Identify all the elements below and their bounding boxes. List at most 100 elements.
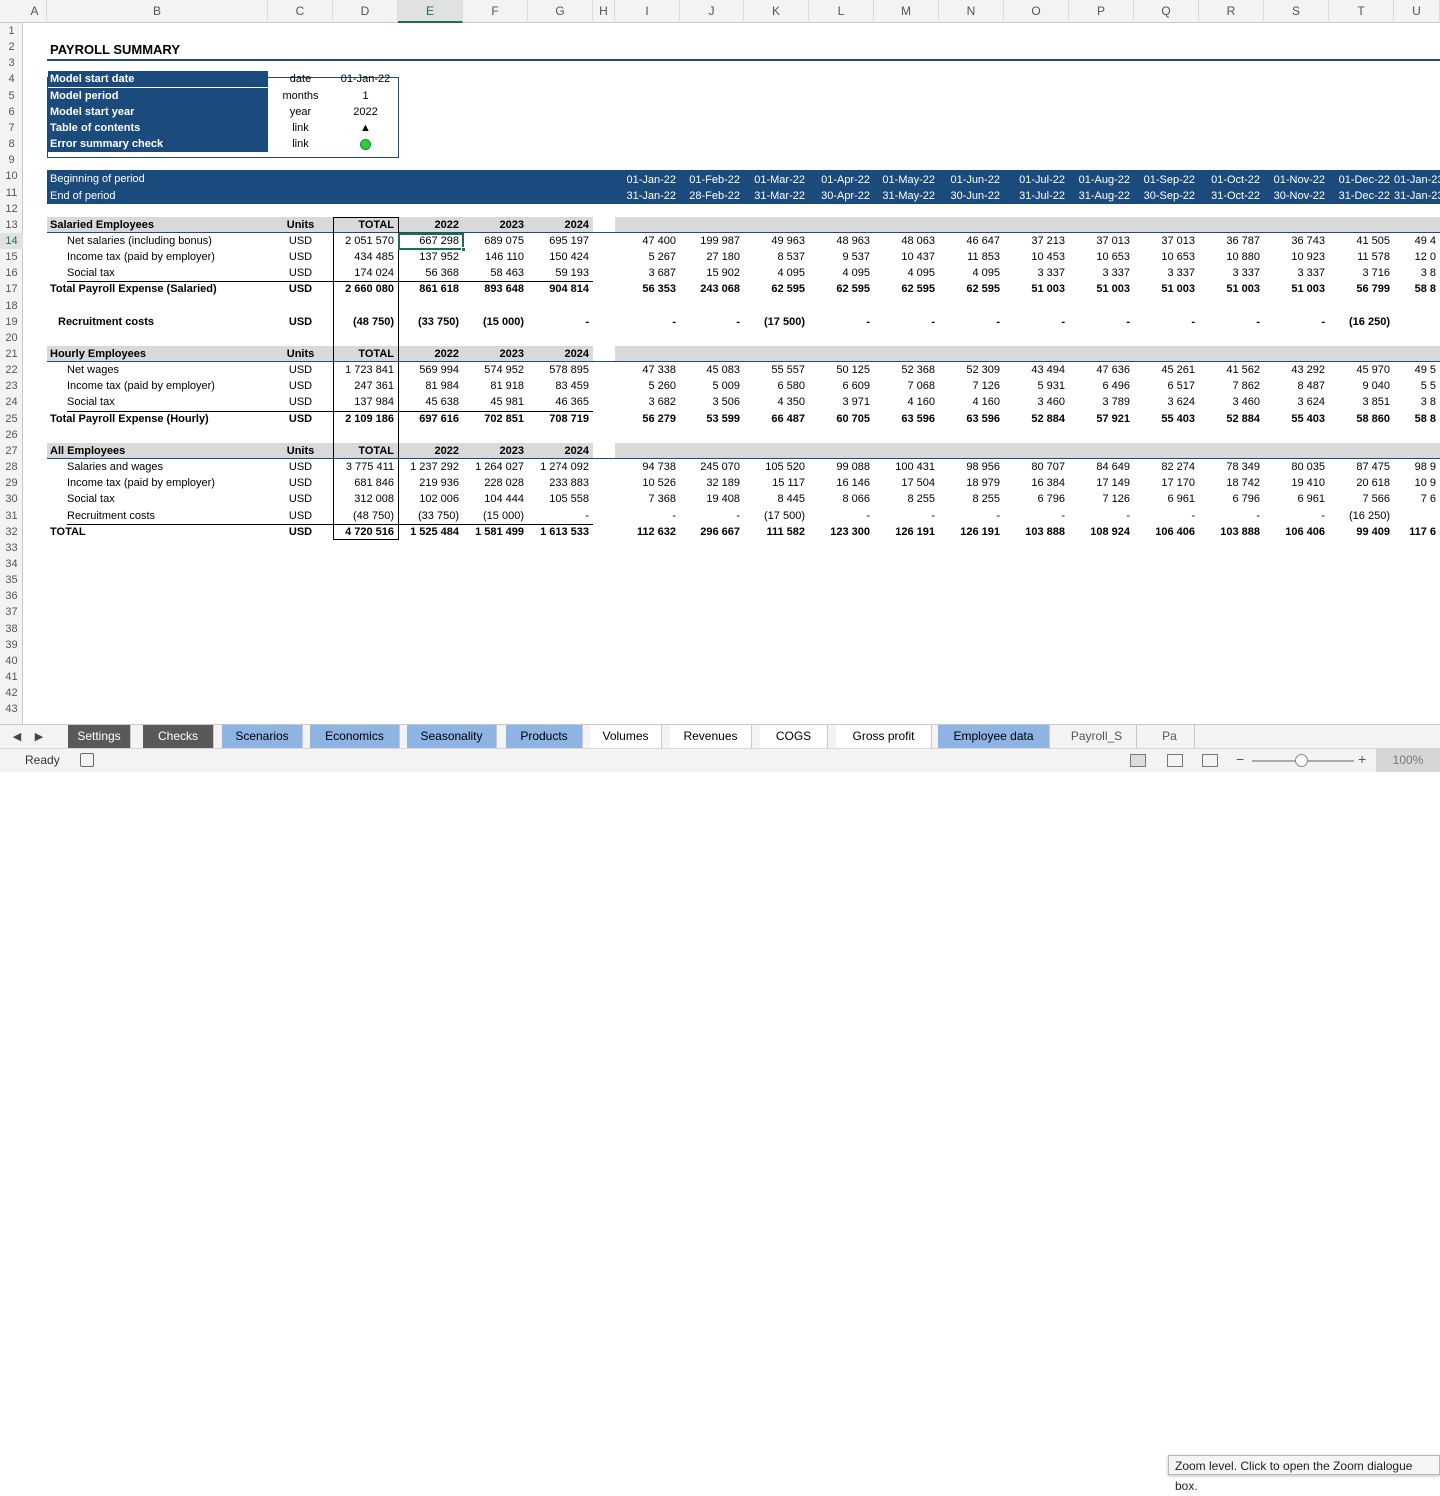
year-cell[interactable]: 219 936	[419, 477, 459, 490]
units-cell[interactable]: USD	[288, 412, 313, 425]
macro-record-icon[interactable]	[80, 753, 94, 767]
month-cell[interactable]: 49 4	[1414, 234, 1436, 247]
total-cell[interactable]: (48 750)	[353, 315, 394, 328]
month-cell[interactable]: 3 687	[648, 267, 676, 280]
month-cell[interactable]: (17 500)	[764, 509, 805, 522]
year-cell[interactable]: (15 000)	[483, 509, 524, 522]
year-cell[interactable]: (33 750)	[418, 509, 459, 522]
tab-revenues[interactable]: Revenues	[670, 725, 752, 748]
month-cell[interactable]: 123 300	[830, 525, 870, 538]
month-cell[interactable]: 8 487	[1297, 380, 1325, 393]
zoom-slider-handle[interactable]	[1295, 754, 1308, 767]
month-cell[interactable]: 3 460	[1232, 396, 1260, 409]
month-cell[interactable]: 41 562	[1226, 364, 1260, 377]
row-header-19[interactable]: 19	[5, 315, 18, 328]
month-cell[interactable]: 52 368	[901, 364, 935, 377]
month-cell[interactable]: 112 632	[636, 525, 676, 538]
total-cell[interactable]: 247 361	[354, 380, 394, 393]
column-header-t[interactable]: T	[1329, 0, 1394, 23]
year-cell[interactable]: (15 000)	[483, 315, 524, 328]
total-cell[interactable]: 312 008	[354, 493, 394, 506]
month-cell[interactable]: 4 160	[907, 396, 935, 409]
cell-grid[interactable]: PAYROLL SUMMARY Model start date date 01-J…	[23, 23, 1440, 724]
tab-pa[interactable]: Pa	[1145, 725, 1195, 748]
month-cell[interactable]: 62 595	[771, 283, 805, 296]
month-cell[interactable]: 18 742	[1226, 477, 1260, 490]
month-cell[interactable]: 3 337	[1297, 267, 1325, 280]
month-cell[interactable]: 16 146	[836, 477, 870, 490]
month-cell[interactable]: -	[736, 315, 740, 328]
month-cell[interactable]: 6 796	[1232, 493, 1260, 506]
month-cell[interactable]: 51 003	[1291, 283, 1325, 296]
month-cell[interactable]: 56 353	[642, 283, 676, 296]
row-header-34[interactable]: 34	[5, 557, 18, 570]
month-cell[interactable]: 47 400	[642, 234, 676, 247]
month-cell[interactable]: 4 160	[972, 396, 1000, 409]
month-cell[interactable]: 6 496	[1102, 380, 1130, 393]
month-cell[interactable]: 58 8	[1414, 412, 1436, 425]
row-header-11[interactable]: 11	[5, 186, 18, 199]
zoom-in-icon[interactable]: +	[1358, 751, 1367, 767]
year-cell[interactable]: 137 952	[419, 251, 459, 264]
tab-employee-data[interactable]: Employee data	[938, 725, 1050, 748]
row-header-2[interactable]: 2	[8, 41, 15, 54]
month-cell[interactable]: 3 337	[1102, 267, 1130, 280]
units-cell[interactable]: USD	[288, 396, 313, 409]
month-cell[interactable]: 6 609	[842, 380, 870, 393]
total-cell[interactable]: 137 984	[354, 396, 394, 409]
month-cell[interactable]: 3 506	[712, 396, 740, 409]
row-header-10[interactable]: 10	[5, 170, 18, 183]
row-header-31[interactable]: 31	[5, 509, 18, 522]
month-cell[interactable]: 103 888	[1025, 525, 1065, 538]
month-cell[interactable]: 99 409	[1356, 525, 1390, 538]
tab-scenarios[interactable]: Scenarios	[222, 725, 303, 748]
month-cell[interactable]: 48 063	[901, 234, 935, 247]
month-cell[interactable]: 55 557	[771, 364, 805, 377]
month-cell[interactable]: 5 260	[648, 380, 676, 393]
month-cell[interactable]: 52 309	[966, 364, 1000, 377]
month-cell[interactable]: 55 403	[1161, 412, 1195, 425]
year-cell[interactable]: (33 750)	[418, 315, 459, 328]
year-cell[interactable]: 150 424	[549, 251, 589, 264]
units-cell[interactable]: USD	[288, 461, 313, 474]
row-header-23[interactable]: 23	[5, 380, 18, 393]
settings-value[interactable]: ▲	[360, 121, 371, 134]
column-header-b[interactable]: B	[47, 0, 268, 23]
month-cell[interactable]: 51 003	[1096, 283, 1130, 296]
year-cell[interactable]: 689 075	[484, 234, 524, 247]
month-cell[interactable]: 6 580	[777, 380, 805, 393]
year-cell[interactable]: 1 613 533	[540, 525, 589, 538]
month-cell[interactable]: 11 853	[967, 251, 1000, 264]
units-cell[interactable]: USD	[288, 315, 313, 328]
month-cell[interactable]: 10 653	[1161, 251, 1195, 264]
row-header-9[interactable]: 9	[8, 154, 15, 167]
column-header-p[interactable]: P	[1069, 0, 1134, 23]
month-cell[interactable]: -	[1126, 315, 1130, 328]
year-cell[interactable]: 81 984	[425, 380, 459, 393]
month-cell[interactable]: 49 5	[1414, 364, 1436, 377]
month-cell[interactable]: 106 406	[1155, 525, 1195, 538]
year-cell[interactable]: 83 459	[555, 380, 589, 393]
units-cell[interactable]: USD	[288, 525, 313, 538]
month-cell[interactable]: -	[1061, 509, 1065, 522]
month-cell[interactable]: -	[1256, 509, 1260, 522]
month-cell[interactable]: 8 255	[907, 493, 935, 506]
column-header-h[interactable]: H	[593, 0, 615, 23]
month-cell[interactable]: 3 8	[1420, 396, 1436, 409]
row-header-39[interactable]: 39	[5, 638, 18, 651]
month-cell[interactable]: 3 971	[842, 396, 870, 409]
tab-cogs[interactable]: COGS	[760, 725, 828, 748]
month-cell[interactable]: 52 884	[1226, 412, 1260, 425]
month-cell[interactable]: 62 595	[836, 283, 870, 296]
settings-value[interactable]: 01-Jan-22	[340, 73, 391, 86]
month-cell[interactable]: -	[1321, 315, 1325, 328]
settings-value[interactable]: 1	[362, 89, 369, 102]
month-cell[interactable]: 9 537	[842, 251, 870, 264]
month-cell[interactable]: 45 970	[1356, 364, 1390, 377]
month-cell[interactable]: 49 963	[771, 234, 805, 247]
tab-products[interactable]: Products	[506, 725, 583, 748]
column-header-k[interactable]: K	[744, 0, 809, 23]
page-break-view-icon[interactable]	[1202, 754, 1218, 767]
month-cell[interactable]: 18 979	[966, 477, 1000, 490]
month-cell[interactable]: 106 406	[1285, 525, 1325, 538]
